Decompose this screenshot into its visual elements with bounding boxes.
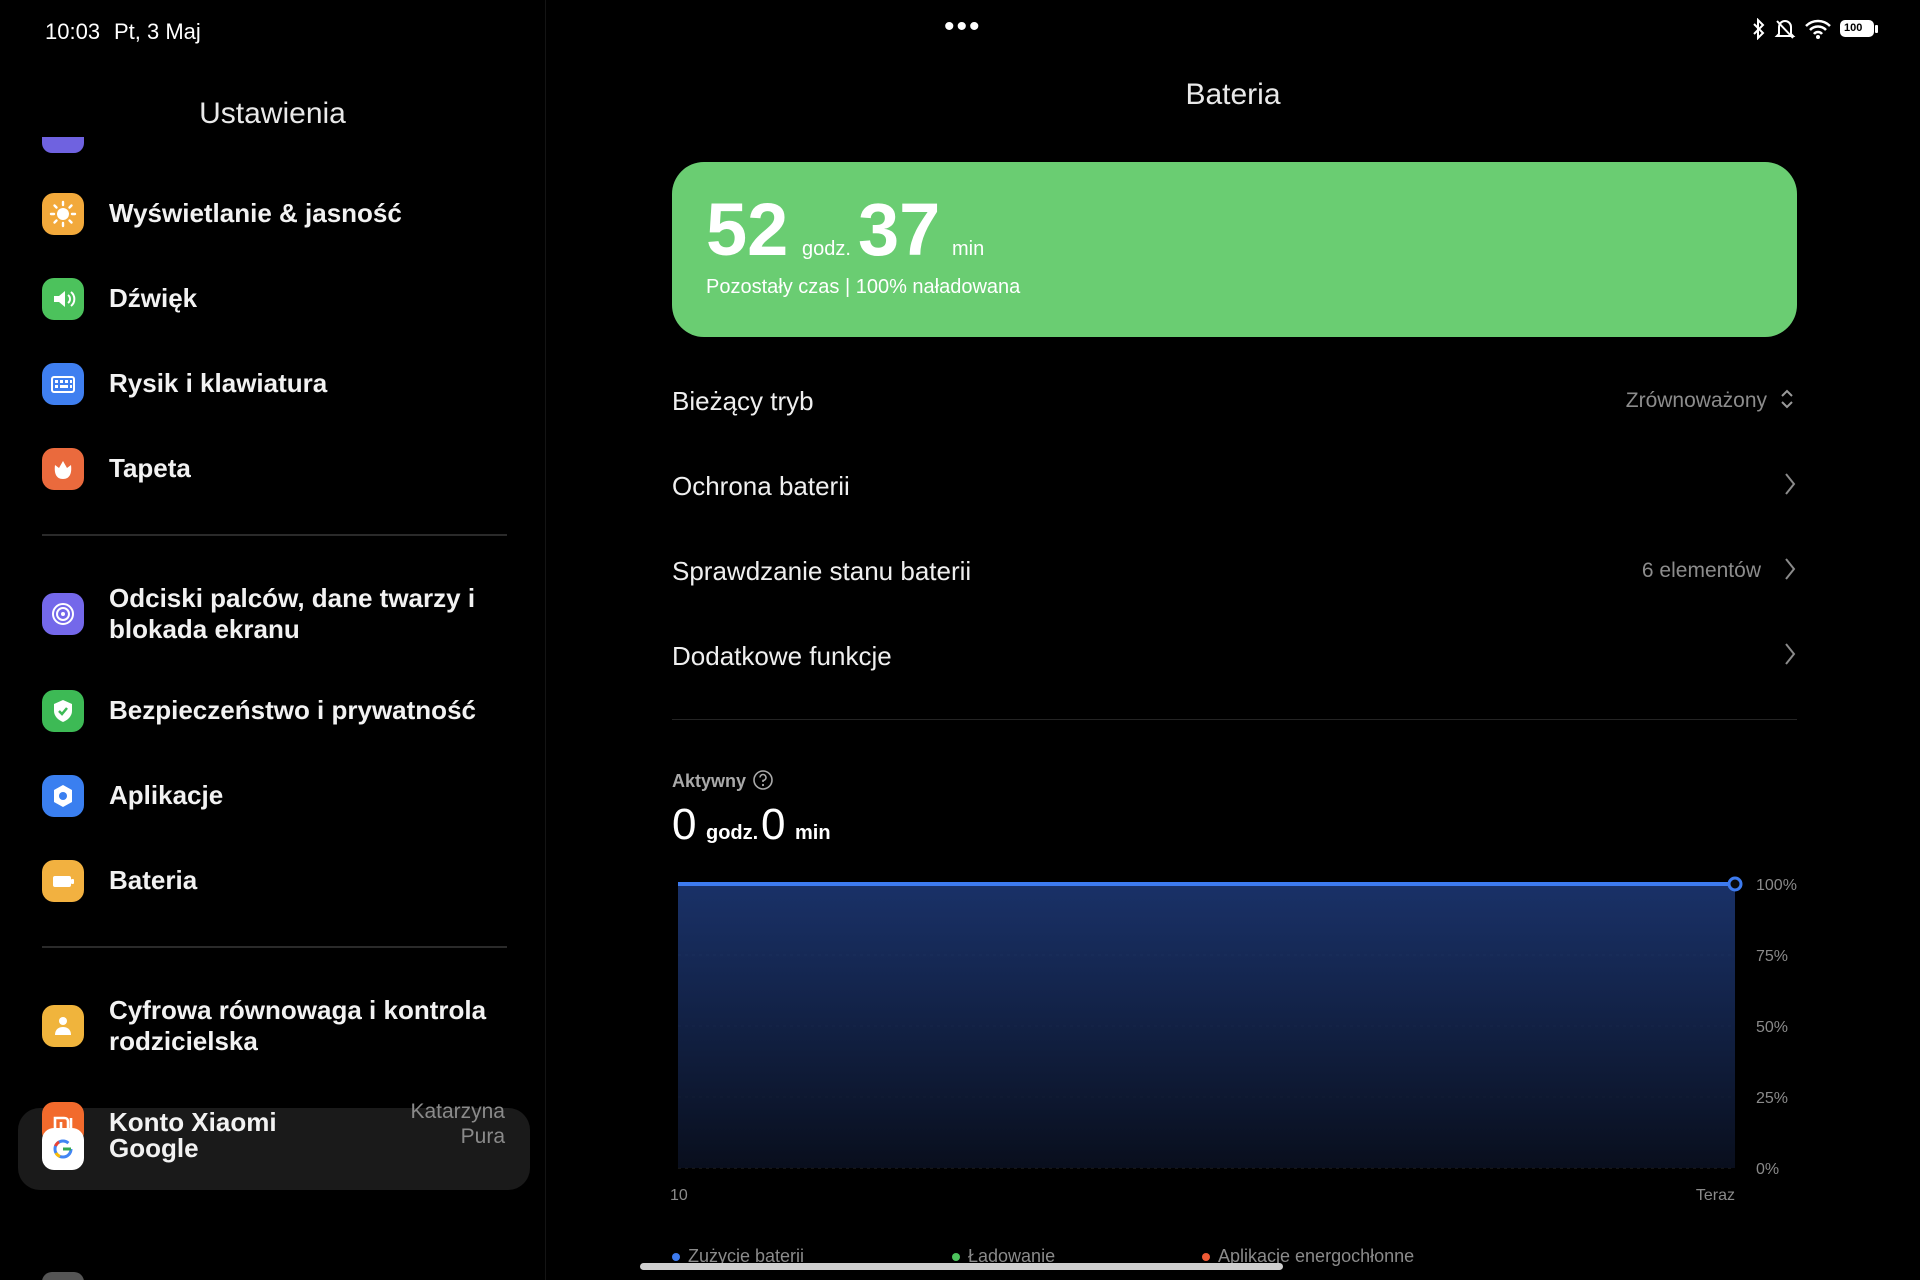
battery-status-icon: 100 xyxy=(1840,19,1880,39)
legend-item-usage: Zużycie baterii xyxy=(672,1246,804,1267)
legend-dot xyxy=(672,1252,680,1261)
sidebar-title: Ustawienia xyxy=(199,97,346,130)
sidebar-item-label: Tapeta xyxy=(109,453,191,483)
row-label: Dodatkowe funkcje xyxy=(672,641,892,671)
sidebar-item-apps[interactable]: Aplikacje xyxy=(0,768,545,824)
status-time: 10:03 xyxy=(45,19,101,44)
sidebar-item-label: Rysik i klawiatura xyxy=(109,368,328,398)
brightness-icon xyxy=(42,193,84,235)
y-tick-label: 0% xyxy=(1756,1161,1779,1178)
sidebar-item-battery[interactable]: Bateria xyxy=(0,853,545,909)
battery-level-text: 100 xyxy=(1844,22,1863,34)
legend-item-heavy-apps: Aplikacje energochłonne xyxy=(1202,1246,1414,1267)
sidebar-item-label: Google xyxy=(109,1133,199,1163)
home-indicator[interactable] xyxy=(640,1263,1283,1270)
chevron-right-icon xyxy=(1783,471,1797,502)
bluetooth-icon xyxy=(1752,18,1766,40)
y-tick-label: 50% xyxy=(1756,1019,1788,1036)
sidebar-item-xiaomi-account[interactable]: Konto Xiaomi Katarzyna Pura xyxy=(0,1095,545,1151)
selected-item-highlight xyxy=(18,1108,530,1190)
active-minutes-unit: min xyxy=(795,822,831,844)
sidebar-item-wallpaper[interactable]: Tapeta xyxy=(0,441,545,497)
sidebar-separator xyxy=(42,534,507,536)
sidebar-item-label: Wyświetlanie & jasność xyxy=(109,198,402,228)
remaining-minutes: 37 xyxy=(858,188,941,271)
account-name: Katarzyna Pura xyxy=(410,1100,505,1148)
sidebar-item-sound[interactable]: Dźwięk xyxy=(0,271,545,327)
hours-unit: godz. xyxy=(802,238,851,260)
legend-label: Aplikacje energochłonne xyxy=(1218,1246,1415,1266)
active-hours-unit: godz. xyxy=(706,822,759,844)
multitask-dots-icon[interactable]: ••• xyxy=(944,10,982,43)
health-items-count: 6 elementów xyxy=(1641,559,1761,582)
battery-health-row[interactable]: Sprawdzanie stanu baterii 6 elementów xyxy=(672,540,1797,600)
sidebar-item-wellbeing[interactable]: Cyfrowa równowaga i kontrola rodzicielsk… xyxy=(0,992,545,1060)
sidebar-item-label: Bateria xyxy=(109,865,198,895)
active-label: Aktywny xyxy=(672,771,747,791)
settings-sidebar: Ustawienia xyxy=(0,60,545,1280)
usage-area xyxy=(678,884,1735,1168)
section-divider xyxy=(672,719,1797,720)
sidebar-item-display[interactable]: Wyświetlanie & jasność xyxy=(0,186,545,242)
mode-value: Zrównoważony xyxy=(1625,389,1767,412)
remaining-time-caption: Pozostały czas | 100% naładowana xyxy=(706,276,1021,298)
current-mode-row[interactable]: Bieżący tryb Zrównoważony xyxy=(672,370,1797,430)
data-point xyxy=(1727,876,1743,892)
legend-label: Zużycie baterii xyxy=(688,1246,805,1266)
help-icon[interactable] xyxy=(752,769,774,796)
active-minutes: 0 xyxy=(761,800,786,849)
partial-icon xyxy=(42,137,84,153)
page-title: Bateria xyxy=(1185,78,1281,111)
legend-dot xyxy=(952,1252,960,1261)
additional-features-row[interactable]: Dodatkowe funkcje xyxy=(672,625,1797,685)
x-tick-label: 10 xyxy=(670,1187,688,1204)
sidebar-item-fingerprint-lock[interactable]: Odciski palców, dane twarzy i blokada ek… xyxy=(0,580,545,648)
sidebar-item-label: Konto Xiaomi xyxy=(109,1107,277,1137)
minutes-unit: min xyxy=(952,238,985,260)
pane-divider xyxy=(545,0,546,1280)
x-tick-label: Teraz xyxy=(1696,1187,1735,1204)
notifications-muted-icon xyxy=(1774,18,1796,40)
sidebar-item-label: Bezpieczeństwo i prywatność xyxy=(109,695,476,725)
sidebar-item-label: Odciski palców, dane twarzy i blokada ek… xyxy=(109,583,476,644)
sidebar-item-label: Aplikacje xyxy=(109,780,224,810)
sidebar-item-google[interactable]: Google xyxy=(0,1121,545,1177)
partial-icon-bottom xyxy=(42,1272,84,1280)
sidebar-item-label: Cyfrowa równowaga i kontrola rodzicielsk… xyxy=(109,995,487,1056)
row-label: Ochrona baterii xyxy=(672,471,850,501)
wifi-icon xyxy=(1804,18,1832,40)
fingerprint-icon xyxy=(42,593,84,635)
status-date: Pt, 3 Maj xyxy=(114,19,201,44)
speaker-icon xyxy=(42,278,84,320)
y-tick-label: 25% xyxy=(1756,1090,1788,1107)
battery-protection-row[interactable]: Ochrona baterii xyxy=(672,455,1797,515)
google-icon xyxy=(42,1128,84,1170)
y-tick-label: 100% xyxy=(1756,877,1797,894)
up-down-chevron-icon xyxy=(1779,387,1795,416)
y-tick-label: 75% xyxy=(1756,948,1788,965)
status-bar: 10:03 Pt, 3 Maj ••• 100 xyxy=(0,0,1920,60)
shield-icon xyxy=(42,690,84,732)
battery-icon xyxy=(42,860,84,902)
remaining-hours: 52 xyxy=(706,188,789,271)
sidebar-item-stylus-keyboard[interactable]: Rysik i klawiatura xyxy=(0,356,545,412)
active-hours: 0 xyxy=(672,800,697,849)
chevron-right-icon xyxy=(1783,556,1797,587)
sidebar-item-security[interactable]: Bezpieczeństwo i prywatność xyxy=(0,683,545,739)
wallpaper-icon xyxy=(42,448,84,490)
wellbeing-icon xyxy=(42,1005,84,1047)
row-label: Sprawdzanie stanu baterii xyxy=(672,556,972,586)
sidebar-separator xyxy=(42,946,507,948)
legend-label: Ładowanie xyxy=(968,1246,1056,1266)
apps-gear-icon xyxy=(42,775,84,817)
legend-item-charging: Ładowanie xyxy=(952,1246,1055,1267)
keyboard-icon xyxy=(42,363,84,405)
sidebar-item-label: Dźwięk xyxy=(109,283,198,313)
battery-time-card: 52 godz. 37 min Pozostały czas | 100% na… xyxy=(672,162,1797,337)
chevron-right-icon xyxy=(1783,641,1797,672)
legend-dot xyxy=(1202,1252,1210,1261)
status-icons: 100 xyxy=(1752,18,1880,40)
row-label: Bieżący tryb xyxy=(672,386,814,416)
